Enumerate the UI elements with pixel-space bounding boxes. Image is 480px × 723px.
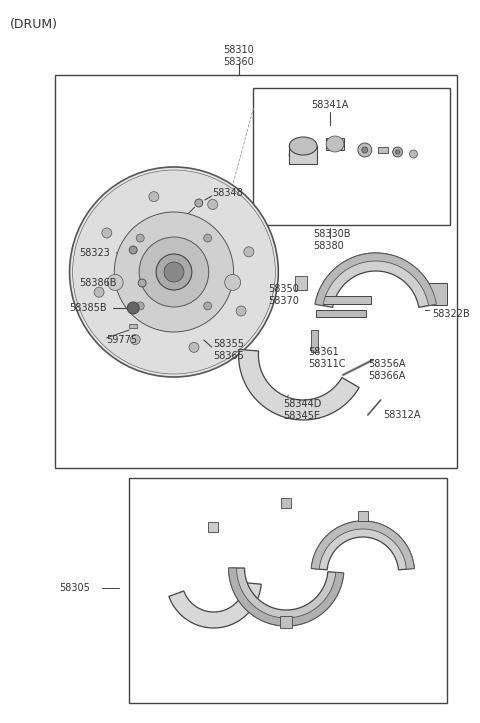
Bar <box>430 283 447 305</box>
Ellipse shape <box>289 146 317 164</box>
Text: 58344D
58345E: 58344D 58345E <box>283 399 322 421</box>
Bar <box>311 330 318 352</box>
Bar <box>316 296 371 304</box>
Text: 58323: 58323 <box>80 248 110 258</box>
Text: 58341A: 58341A <box>312 100 348 110</box>
Polygon shape <box>228 568 344 626</box>
Bar <box>378 147 388 153</box>
Text: 58348: 58348 <box>212 188 242 198</box>
Polygon shape <box>315 253 436 307</box>
Circle shape <box>195 199 203 207</box>
Text: 58361
58311C: 58361 58311C <box>308 347 346 369</box>
Polygon shape <box>312 521 414 570</box>
Bar <box>55 75 457 468</box>
Text: 58356A
58366A: 58356A 58366A <box>368 359 405 381</box>
Circle shape <box>102 228 112 238</box>
Bar <box>295 276 307 290</box>
Circle shape <box>204 302 212 310</box>
Bar <box>316 310 366 317</box>
Polygon shape <box>228 568 344 626</box>
Polygon shape <box>239 349 359 420</box>
Ellipse shape <box>156 254 192 290</box>
Circle shape <box>396 150 399 154</box>
Bar <box>129 478 447 703</box>
Circle shape <box>236 306 246 316</box>
Circle shape <box>94 287 104 297</box>
Ellipse shape <box>70 167 278 377</box>
Polygon shape <box>312 521 414 569</box>
Bar <box>358 511 368 521</box>
Text: 58310
58360: 58310 58360 <box>223 45 254 67</box>
Circle shape <box>130 335 140 345</box>
Bar <box>281 498 291 508</box>
Circle shape <box>244 247 254 257</box>
Circle shape <box>136 234 144 242</box>
Text: 58350
58370: 58350 58370 <box>268 284 299 306</box>
Ellipse shape <box>289 137 317 155</box>
Ellipse shape <box>72 170 276 374</box>
Circle shape <box>208 200 218 210</box>
Ellipse shape <box>139 237 209 307</box>
Bar <box>326 138 344 150</box>
Text: 58305: 58305 <box>60 583 91 593</box>
Circle shape <box>358 143 372 157</box>
Circle shape <box>362 147 368 153</box>
Text: 58386B: 58386B <box>80 278 117 288</box>
Text: 59775: 59775 <box>107 335 137 345</box>
Circle shape <box>107 275 123 291</box>
Circle shape <box>204 234 212 242</box>
Circle shape <box>138 279 146 287</box>
Polygon shape <box>315 253 436 306</box>
Text: (DRUM): (DRUM) <box>10 18 58 31</box>
Bar <box>289 146 317 164</box>
Circle shape <box>127 302 139 314</box>
Bar <box>253 88 450 225</box>
Circle shape <box>136 302 144 310</box>
Polygon shape <box>169 583 261 628</box>
Text: 58312A: 58312A <box>383 410 420 420</box>
Ellipse shape <box>164 262 184 282</box>
Text: 58355
58365: 58355 58365 <box>213 339 244 361</box>
Circle shape <box>149 192 159 202</box>
Text: 58322B: 58322B <box>432 309 470 319</box>
Text: 58330B
58380: 58330B 58380 <box>313 229 350 251</box>
Ellipse shape <box>293 149 313 161</box>
Circle shape <box>393 147 403 157</box>
Text: 58385B: 58385B <box>70 303 107 313</box>
Circle shape <box>129 246 137 254</box>
Circle shape <box>225 275 240 291</box>
Bar <box>208 522 218 532</box>
Circle shape <box>409 150 418 158</box>
Ellipse shape <box>114 212 234 332</box>
Ellipse shape <box>326 136 344 152</box>
Bar <box>129 324 137 328</box>
Bar <box>280 616 292 628</box>
Circle shape <box>189 343 199 352</box>
